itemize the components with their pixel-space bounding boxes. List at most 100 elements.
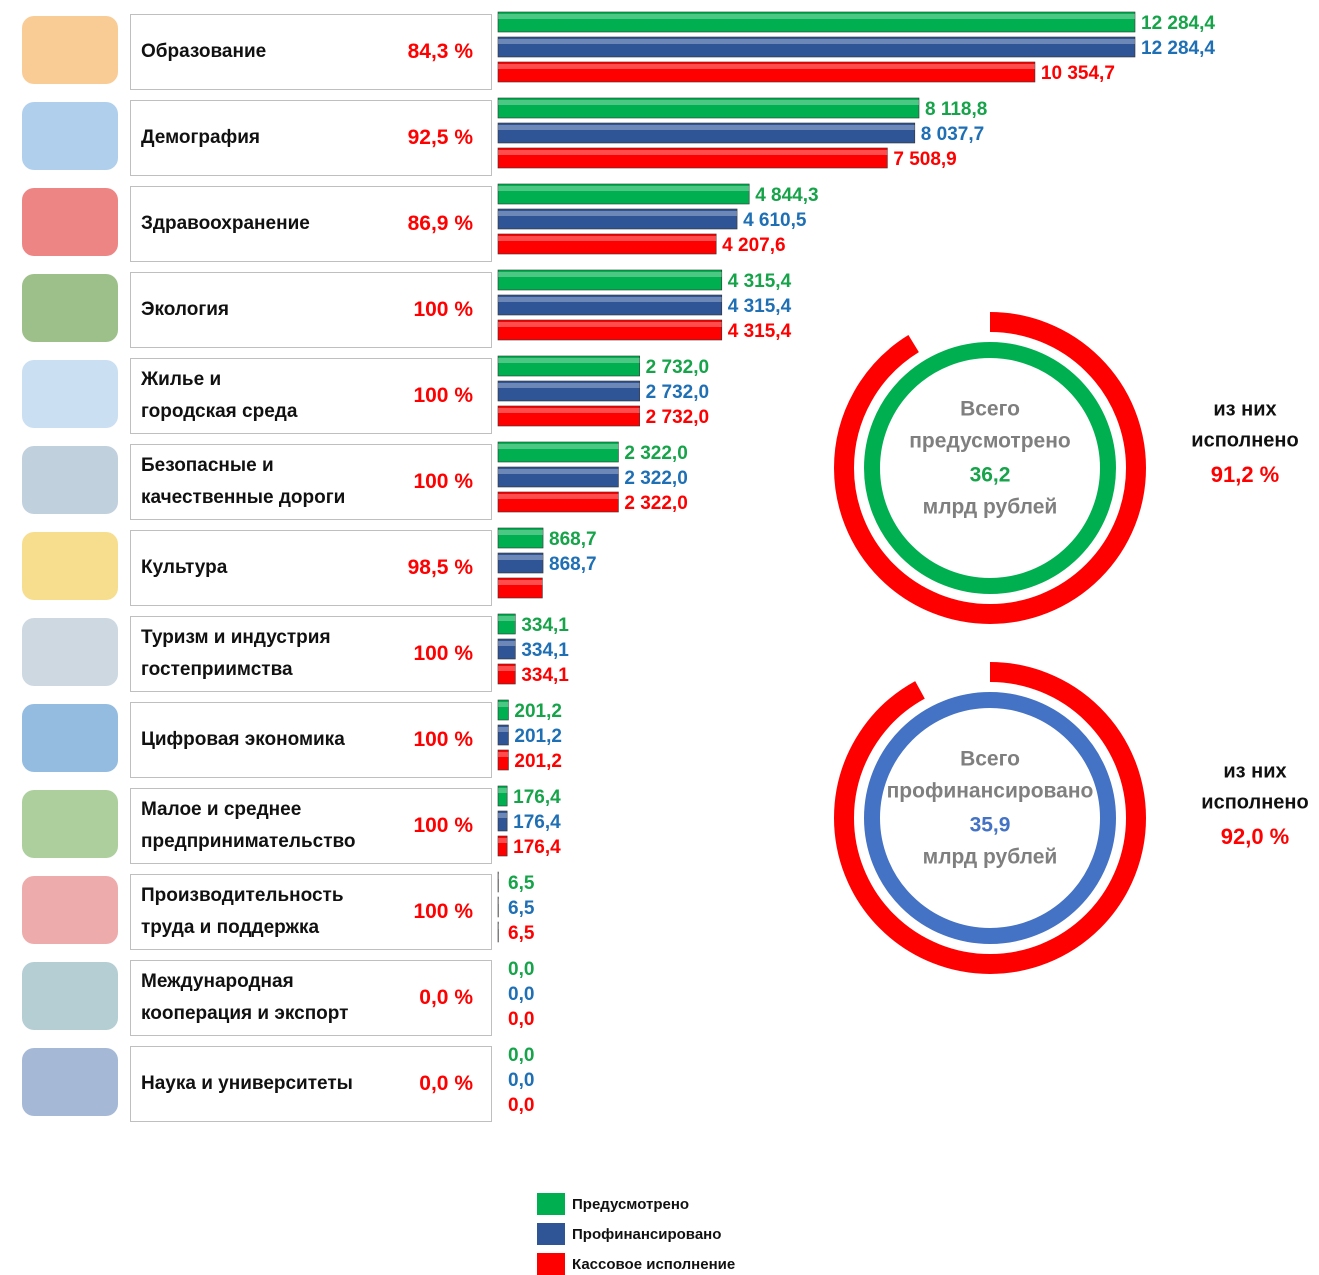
value-label: 201,2 xyxy=(514,701,562,722)
value-label: 12 284,4 xyxy=(1141,13,1215,34)
value-label: 0,0 xyxy=(508,959,534,980)
category-label: Малое и среднее предпринимательство xyxy=(141,799,356,852)
bar-shine xyxy=(498,727,509,732)
bar-shine xyxy=(498,125,915,130)
category-box: Жилье и городская среда 100 % xyxy=(130,358,492,434)
center-label: предусмотрено xyxy=(909,430,1070,453)
legend-label: Профинансировано xyxy=(572,1226,721,1243)
completion-label: 0,0 % xyxy=(419,1072,473,1095)
legend-label: Кассовое исполнение xyxy=(572,1256,735,1273)
value-label: 2 732,0 xyxy=(646,382,709,403)
bar-shine xyxy=(498,297,722,302)
value-label: 334,1 xyxy=(521,640,569,661)
inner-ring xyxy=(864,342,1116,594)
ring-arc xyxy=(834,312,1146,624)
center-total: 36,2 xyxy=(970,464,1011,487)
bar xyxy=(497,663,516,685)
inner-ring xyxy=(864,692,1116,944)
category-box: Международная кооперация и экспорт 0,0 % xyxy=(130,960,492,1036)
bar-shine xyxy=(498,444,619,449)
bar xyxy=(497,319,723,341)
side-label: из них xyxy=(1213,398,1276,420)
category-label: Экология xyxy=(141,299,230,320)
legend-swatch xyxy=(537,1253,565,1275)
value-label: 334,1 xyxy=(521,615,569,636)
bar xyxy=(497,233,717,255)
completion-label: 0,0 % xyxy=(419,986,473,1009)
bar-shine xyxy=(498,530,544,535)
value-label: 2 322,0 xyxy=(624,443,687,464)
bar xyxy=(497,552,544,574)
value-label: 8 118,8 xyxy=(925,99,987,120)
completion-label: 100 % xyxy=(413,900,473,923)
completion-label: 100 % xyxy=(413,642,473,665)
bar-shine xyxy=(498,236,717,241)
icon xyxy=(22,16,118,84)
bar-shine xyxy=(498,580,543,585)
value-label: 10 354,7 xyxy=(1041,63,1115,84)
bar-shine xyxy=(498,186,750,191)
bar xyxy=(497,835,508,857)
value-label: 868,7 xyxy=(549,554,597,575)
bar xyxy=(497,269,723,291)
value-label: 201,2 xyxy=(514,726,562,747)
completion-label: 100 % xyxy=(413,384,473,407)
bar-shine xyxy=(498,39,1135,44)
bar xyxy=(497,749,509,771)
bar xyxy=(497,11,1136,33)
ring-arc xyxy=(834,662,1146,974)
value-label: 4 610,5 xyxy=(743,210,807,231)
category-box: Безопасные и качественные дороги 100 % xyxy=(130,444,492,520)
value-label: 201,2 xyxy=(514,751,562,772)
bar xyxy=(497,699,509,721)
completion-label: 92,5 % xyxy=(407,126,473,149)
completion-label: 100 % xyxy=(413,814,473,837)
bar-shine xyxy=(498,408,640,413)
side-value: 91,2 % xyxy=(1211,462,1280,487)
icon xyxy=(22,274,118,342)
bar-shine xyxy=(498,813,508,818)
bar-shine xyxy=(498,616,516,621)
category-label: Здравоохранение xyxy=(141,213,310,234)
value-label: 4 315,4 xyxy=(728,296,792,317)
completion-label: 84,3 % xyxy=(407,40,473,63)
bar xyxy=(497,122,916,144)
bar-shine xyxy=(498,272,722,277)
category-label: Туризм и индустрия гостеприимства xyxy=(141,627,331,680)
legend-label: Предусмотрено xyxy=(572,1196,689,1213)
value-label: 4 844,3 xyxy=(755,185,818,206)
category-box: Культура 98,5 % xyxy=(130,530,492,606)
center-label: Всего xyxy=(960,398,1020,421)
value-label: 2 732,0 xyxy=(646,407,709,428)
bar-shine xyxy=(498,641,516,646)
bar-shine xyxy=(498,788,508,793)
legend-swatch xyxy=(537,1193,565,1215)
bar xyxy=(497,183,750,205)
category-box: Цифровая экономика 100 % xyxy=(130,702,492,778)
icon xyxy=(22,876,118,944)
category-box: Здравоохранение 86,9 % xyxy=(130,186,492,262)
bar-shine xyxy=(498,211,738,216)
bar-shine xyxy=(498,14,1135,19)
bar-shine xyxy=(498,64,1035,69)
value-label: 6,5 xyxy=(508,873,535,894)
bar xyxy=(497,527,544,549)
value-label: 8 037,7 xyxy=(921,124,984,145)
bar-shine xyxy=(498,838,508,843)
icon xyxy=(22,532,118,600)
category-label: Демография xyxy=(141,127,260,148)
bar-shine xyxy=(498,100,919,105)
value-label: 2 322,0 xyxy=(624,493,687,514)
completion-label: 98,5 % xyxy=(407,556,473,579)
bar-shine xyxy=(498,358,640,363)
bar-shine xyxy=(498,666,516,671)
category-label: Производительность труда и поддержка xyxy=(141,885,344,938)
center-unit: млрд рублей xyxy=(923,846,1058,869)
bar xyxy=(497,613,516,635)
icon xyxy=(22,188,118,256)
icon xyxy=(22,446,118,514)
bar xyxy=(497,405,640,427)
value-label: 6,5 xyxy=(508,923,535,944)
